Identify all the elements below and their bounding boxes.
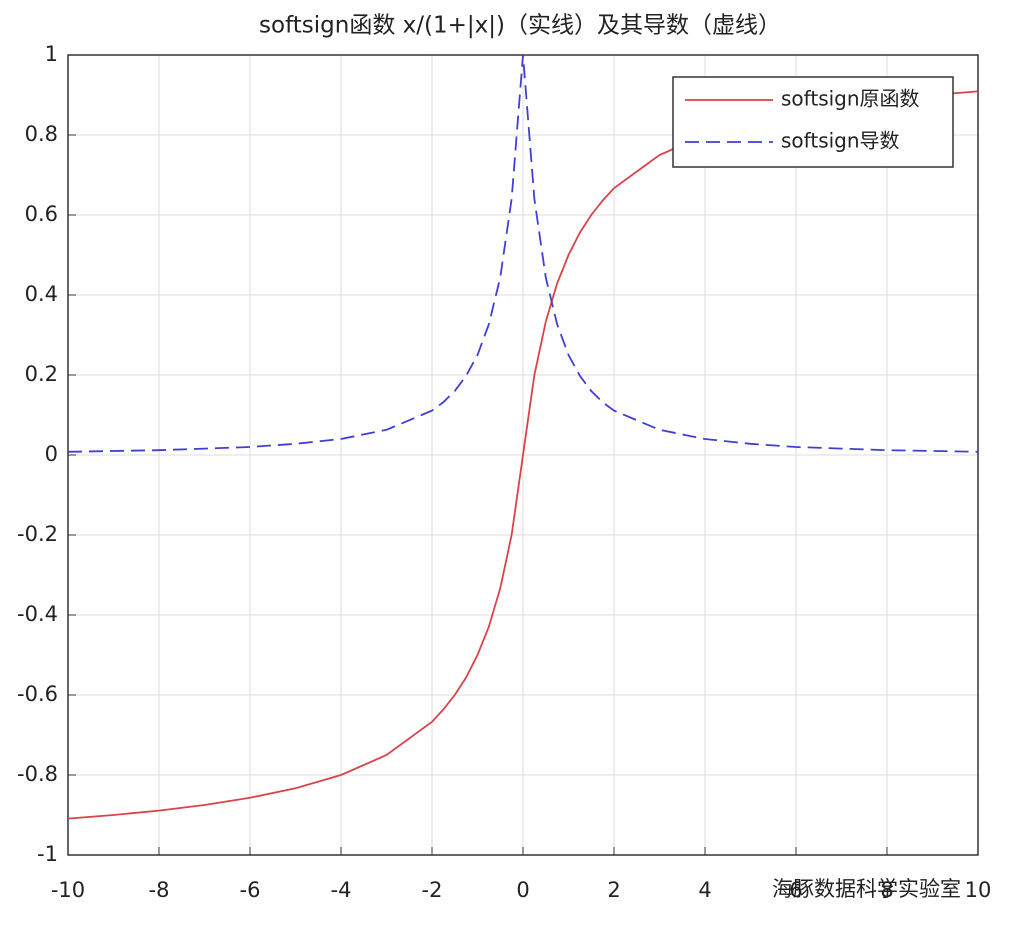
y-tick-label: 0 [45, 442, 58, 466]
chart-title: softsign函数 x/(1+|x|)（实线）及其导数（虚线） [259, 13, 781, 39]
x-tick-label: 10 [965, 878, 992, 902]
y-tick-label: 0.2 [25, 362, 58, 386]
x-tick-label: -10 [51, 878, 85, 902]
legend-box [672, 76, 954, 168]
series-line [67, 54, 979, 453]
x-tick-label: 0 [516, 878, 529, 902]
x-tick-label: -8 [149, 878, 170, 902]
y-tick-label: -0.4 [17, 602, 58, 626]
y-tick-label: 0.8 [25, 122, 58, 146]
legend-label: softsign原函数 [781, 87, 920, 111]
x-tick-label: 2 [607, 878, 620, 902]
y-tick-label: -1 [37, 842, 58, 866]
y-tick-label: 1 [45, 42, 58, 66]
x-tick-label: 8 [880, 878, 893, 902]
x-tick-label: 6 [789, 878, 802, 902]
y-tick-label: 0.4 [25, 282, 58, 306]
watermark: 海豚数据科学实验室 [772, 877, 961, 901]
x-tick-label: -6 [240, 878, 261, 902]
y-tick-label: -0.2 [17, 522, 58, 546]
x-tick-label: 4 [698, 878, 711, 902]
y-tick-label: -0.6 [17, 682, 58, 706]
x-tick-label: -2 [422, 878, 443, 902]
x-tick-label: -4 [331, 878, 352, 902]
legend-label: softsign导数 [781, 129, 900, 153]
y-tick-label: -0.8 [17, 762, 58, 786]
y-tick-label: 0.6 [25, 202, 58, 226]
